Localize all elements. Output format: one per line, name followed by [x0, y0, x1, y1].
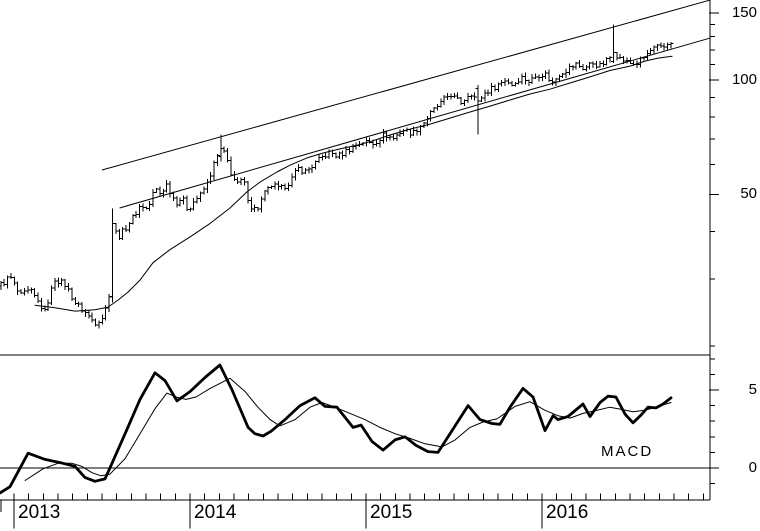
macd-indicator-label: MACD [601, 443, 654, 460]
axes-frame [0, 0, 711, 501]
macd-line [0, 363, 673, 495]
x-axis-ticks [0, 493, 704, 529]
price-y-axis-ticks [709, 12, 719, 347]
signal-line [24, 377, 672, 481]
macd-axis-label-0: 0 [748, 459, 757, 476]
x-axis-year-label-2015: 2015 [370, 502, 413, 523]
price-bars [0, 24, 674, 329]
price-axis-label-150: 150 [731, 4, 757, 21]
lower-channel-trendline [119, 37, 711, 209]
x-axis-year-label-2013: 2013 [18, 502, 61, 523]
price-axis-label-100: 100 [731, 71, 757, 88]
x-axis-year-label-2016: 2016 [546, 502, 589, 523]
x-axis-year-label-2014: 2014 [194, 502, 237, 523]
macd-axis-label-5: 5 [748, 381, 757, 398]
moving-average-line [34, 55, 673, 312]
upper-channel-trendline [101, 0, 711, 171]
macd-y-axis-ticks [709, 358, 719, 485]
price-axis-label-50: 50 [740, 185, 757, 202]
